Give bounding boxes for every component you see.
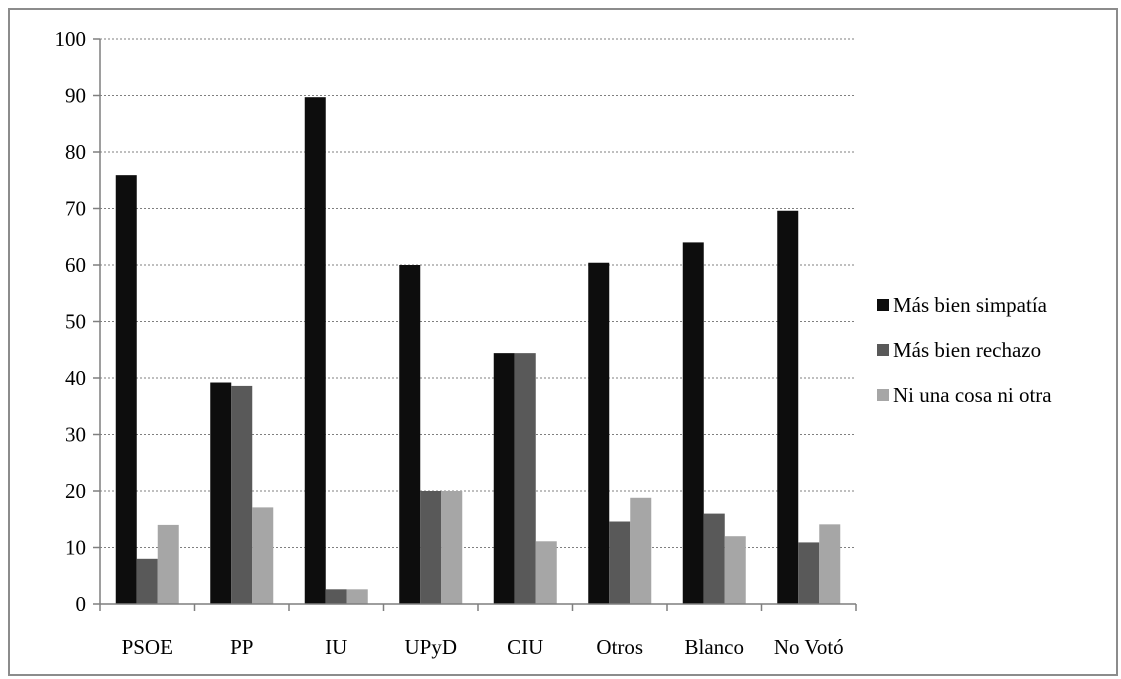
- bar: [441, 491, 463, 604]
- bar: [210, 382, 232, 604]
- y-tick-label: 60: [65, 253, 86, 277]
- x-category-label: No Votó: [774, 635, 844, 659]
- y-tick-label: 10: [65, 536, 86, 560]
- y-tick-label: 100: [55, 27, 87, 51]
- x-category-label: CIU: [507, 635, 543, 659]
- y-tick-label: 50: [65, 310, 86, 334]
- bar: [535, 541, 557, 604]
- y-tick-label: 30: [65, 423, 86, 447]
- bar: [399, 265, 421, 604]
- bar: [136, 558, 158, 604]
- legend: Más bien simpatía Más bien rechazo Ni una …: [877, 293, 1052, 407]
- bar: [304, 97, 326, 604]
- x-category-label: Blanco: [685, 635, 744, 659]
- bar: [609, 521, 631, 604]
- bar: [325, 589, 347, 604]
- legend-swatch: [877, 344, 889, 356]
- axes: 0 10 20 30 40 50 60 70 80 90 100 PSOE PP IU UPyD CIU Otr…: [55, 27, 857, 659]
- legend-label: Más bien simpatía: [893, 293, 1048, 317]
- y-tick-label: 70: [65, 197, 86, 221]
- y-tick-label: 80: [65, 140, 86, 164]
- legend-swatch: [877, 389, 889, 401]
- bar: [703, 513, 725, 604]
- bar: [777, 210, 799, 604]
- x-category-label: PP: [230, 635, 253, 659]
- bar: [157, 524, 179, 604]
- y-tick-label: 40: [65, 366, 86, 390]
- bar: [630, 497, 652, 604]
- bar: [724, 536, 746, 604]
- legend-swatch: [877, 299, 889, 311]
- bar: [115, 175, 137, 605]
- bar: [798, 542, 820, 604]
- y-tick-label: 0: [76, 592, 87, 616]
- bar: [819, 524, 841, 604]
- bar: [252, 507, 274, 604]
- bar: [346, 589, 368, 604]
- legend-label: Más bien rechazo: [893, 338, 1041, 362]
- bar: [588, 262, 610, 604]
- bar: [231, 385, 253, 604]
- y-tick-label: 90: [65, 84, 86, 108]
- bar: [514, 353, 536, 604]
- bar: [493, 353, 515, 604]
- chart-frame: [8, 8, 1118, 676]
- x-category-label: UPyD: [404, 635, 457, 659]
- bar: [682, 242, 704, 604]
- y-tick-label: 20: [65, 479, 86, 503]
- x-category-label: IU: [325, 635, 347, 659]
- x-category-label: PSOE: [122, 635, 173, 659]
- x-category-label: Otros: [596, 635, 643, 659]
- bars: [115, 97, 841, 605]
- bar: [420, 491, 442, 604]
- legend-label: Ni una cosa ni otra: [893, 383, 1052, 407]
